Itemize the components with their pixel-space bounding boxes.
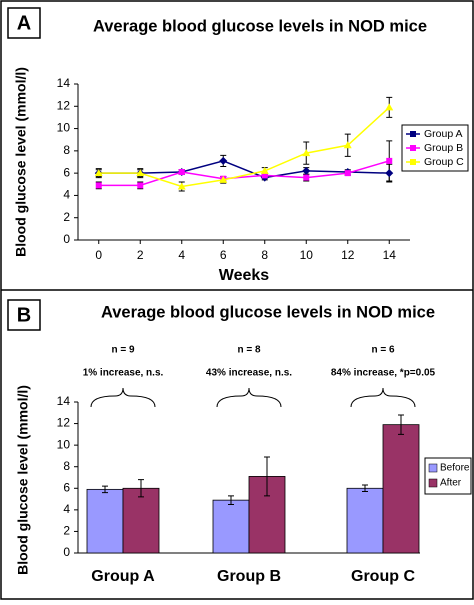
- point: [94, 169, 103, 177]
- x-tick-label: 4: [178, 248, 185, 262]
- legend-label: Before: [440, 463, 470, 474]
- annotation-note: 43% increase, n.s.: [206, 368, 292, 379]
- x-tick-label: Group A: [91, 568, 155, 585]
- point: [343, 141, 352, 149]
- point: [344, 170, 351, 177]
- x-tick-label: 8: [261, 248, 268, 262]
- point: [95, 182, 102, 189]
- x-tick-label: 12: [341, 248, 355, 262]
- y-tick-label: 2: [63, 524, 70, 538]
- point: [219, 156, 228, 165]
- series-line: [98, 106, 390, 188]
- y-tick-label: 0: [63, 232, 70, 246]
- series-line: [98, 160, 390, 187]
- y-tick-label: 8: [63, 143, 70, 157]
- panel-label: A: [17, 12, 31, 34]
- panel-label-box: [7, 299, 41, 331]
- point: [177, 182, 186, 190]
- x-tick-label: 2: [137, 248, 144, 262]
- x-axis-label: Weeks: [219, 267, 270, 284]
- y-tick-label: 8: [63, 459, 70, 473]
- brace: [90, 387, 156, 408]
- error-bar: [138, 479, 144, 498]
- y-tick-label: 6: [63, 480, 70, 494]
- x-tick-label: Group B: [217, 568, 281, 585]
- series-line: [98, 160, 390, 179]
- point: [137, 182, 144, 189]
- x-tick-label: 14: [383, 248, 397, 262]
- legend-box: [424, 457, 472, 495]
- annotation-n: n = 6: [371, 345, 395, 356]
- legend-marker: [410, 145, 416, 151]
- point: [219, 175, 228, 183]
- point: [386, 157, 393, 164]
- chart-title: Average blood glucose levels in NOD mice: [93, 17, 427, 35]
- y-tick-label: 2: [63, 210, 70, 224]
- legend-label: Group B: [424, 142, 463, 154]
- legend-label: Group C: [424, 156, 464, 168]
- x-tick-label: 0: [95, 248, 102, 262]
- error-bar: [362, 484, 368, 493]
- y-tick-label: 6: [63, 165, 70, 179]
- y-tick-label: 10: [57, 437, 71, 451]
- y-axis-label: Blood glucose level (mmol/l): [15, 385, 31, 575]
- panel-label: B: [17, 304, 31, 326]
- annotation-note: 1% increase, n.s.: [83, 368, 164, 379]
- x-tick-label: Group C: [351, 568, 415, 585]
- y-axis-label: Blood glucose level (mmol/l): [13, 67, 29, 257]
- y-tick-label: 4: [63, 188, 70, 202]
- annotation-n: n = 8: [237, 345, 261, 356]
- point: [136, 169, 145, 177]
- y-tick-label: 10: [57, 121, 71, 135]
- point: [178, 169, 185, 176]
- legend-label: Group A: [424, 128, 463, 140]
- error-bar: [102, 485, 108, 494]
- x-tick-label: 6: [220, 248, 227, 262]
- y-tick-label: 12: [57, 416, 71, 430]
- error-bar: [228, 495, 234, 505]
- legend-marker: [428, 463, 438, 473]
- point: [385, 169, 394, 178]
- annotation-n: n = 9: [111, 345, 135, 356]
- bar: [382, 424, 420, 554]
- x-tick-label: 10: [300, 248, 314, 262]
- point: [303, 174, 310, 181]
- point: [302, 166, 311, 175]
- bar: [86, 488, 124, 554]
- y-tick-label: 0: [63, 545, 70, 559]
- legend-marker: [410, 131, 416, 137]
- bar: [122, 487, 160, 554]
- annotation-note: 84% increase, *p=0.05: [331, 368, 436, 379]
- chart-title: Average blood glucose levels in NOD mice: [101, 303, 435, 321]
- legend-label: After: [440, 478, 462, 489]
- legend-marker: [410, 159, 416, 165]
- panel-label-box: [7, 7, 41, 39]
- point: [385, 103, 394, 111]
- y-tick-label: 12: [57, 98, 71, 112]
- brace: [350, 387, 416, 408]
- legend-marker: [428, 478, 438, 488]
- brace: [216, 387, 282, 408]
- point: [260, 166, 269, 174]
- bar: [212, 499, 250, 554]
- point: [302, 149, 311, 157]
- error-bar: [264, 456, 270, 497]
- error-bar: [398, 414, 404, 435]
- bar: [346, 487, 384, 554]
- y-tick-label: 14: [57, 394, 71, 408]
- y-tick-label: 14: [57, 76, 71, 90]
- y-tick-label: 4: [63, 502, 70, 516]
- point: [261, 172, 268, 179]
